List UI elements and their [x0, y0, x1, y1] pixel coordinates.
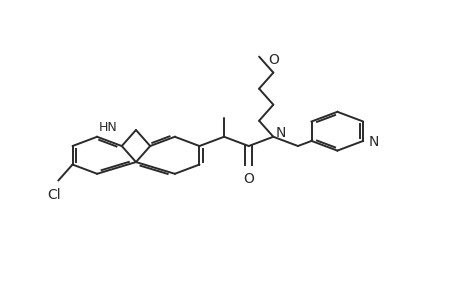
Text: Cl: Cl — [47, 188, 61, 202]
Text: N: N — [368, 135, 378, 149]
Text: N: N — [275, 126, 285, 140]
Text: HN: HN — [99, 121, 118, 134]
Text: O: O — [243, 172, 253, 186]
Text: O: O — [267, 53, 278, 67]
